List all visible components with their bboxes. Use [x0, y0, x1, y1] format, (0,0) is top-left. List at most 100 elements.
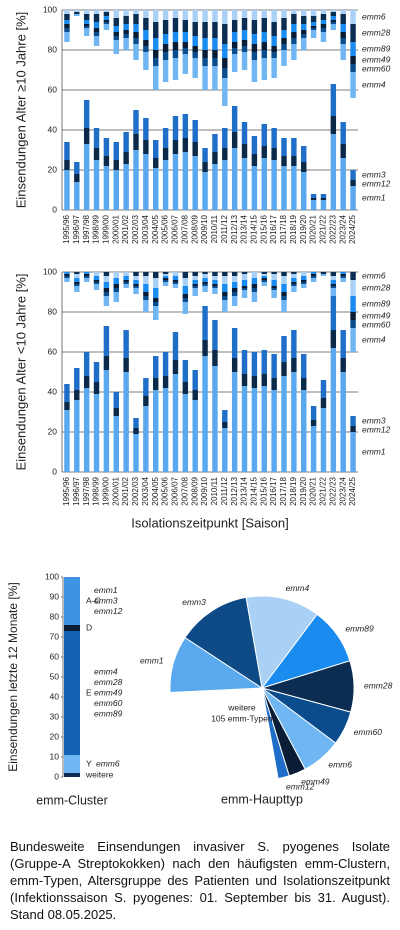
bar-segment — [162, 10, 169, 20]
bar-segment — [291, 274, 297, 278]
bar-segment — [350, 416, 356, 426]
x-tick-label: 2015/16 — [259, 476, 268, 505]
bar-segment — [340, 158, 346, 210]
bar-segment — [310, 198, 317, 200]
bar-segment — [310, 200, 317, 210]
bar-segment — [64, 577, 80, 625]
bar-segment — [212, 152, 218, 164]
x-tick-label: 2008/09 — [190, 476, 199, 505]
bar-segment — [83, 272, 90, 274]
bar-segment — [251, 136, 258, 154]
bar-segment — [271, 148, 277, 160]
bar-segment — [74, 174, 80, 182]
bar-segment — [103, 16, 110, 20]
bar-segment — [202, 278, 208, 282]
x-tick-label: 2024/25 — [348, 476, 357, 505]
bar-segment — [143, 296, 149, 300]
cluster-member: emm60 — [94, 698, 123, 708]
bar-segment — [93, 362, 100, 382]
bar-segment — [222, 24, 228, 44]
bar-segment — [113, 416, 119, 472]
bar-segment — [153, 66, 159, 90]
bar-segment — [281, 166, 287, 210]
bar-segment — [310, 16, 317, 22]
bar-segment — [192, 272, 198, 276]
bar-segment — [212, 284, 218, 286]
bar-segment — [291, 286, 297, 292]
bar-segment — [271, 160, 277, 210]
bar-segment — [202, 38, 208, 50]
bar-segment — [212, 10, 218, 22]
bar-segment — [74, 282, 80, 284]
bar-segment — [143, 300, 149, 312]
y-tick-label: 0 — [54, 771, 59, 781]
bar-segment — [103, 356, 110, 370]
bar-segment — [330, 288, 337, 296]
bar-segment — [281, 44, 287, 50]
bar-segment — [251, 272, 258, 278]
bar-segment — [64, 625, 80, 631]
bar-segment — [202, 272, 208, 274]
bar-segment — [241, 122, 248, 144]
bar-segment — [133, 38, 139, 44]
bar-segment — [320, 408, 327, 472]
bar-segment — [123, 330, 129, 358]
bar-segment — [222, 292, 228, 296]
bar-segment — [271, 10, 277, 22]
bar-segment — [222, 44, 228, 58]
bar-segment — [143, 40, 149, 46]
bar-segment — [212, 134, 218, 152]
bar-segment — [83, 352, 90, 376]
bar-segment — [83, 376, 90, 388]
y-tick-label: 40 — [50, 691, 60, 701]
bar-segment — [162, 34, 169, 44]
bar-segment — [182, 302, 189, 314]
bar-segment — [261, 374, 267, 386]
bar-segment — [172, 280, 179, 282]
bar-segment — [320, 272, 327, 274]
bar-segment — [231, 54, 238, 72]
bar-segment — [162, 272, 169, 274]
bar-segment — [74, 10, 80, 12]
bar-segment — [113, 32, 119, 36]
bar-segment — [192, 284, 198, 286]
bar-segment — [143, 30, 149, 40]
bar-segment — [281, 38, 287, 44]
bar-segment — [74, 400, 80, 472]
bar-segment — [340, 358, 346, 372]
bar-segment — [123, 10, 129, 16]
bar-segment — [123, 132, 129, 152]
bar-segment — [320, 24, 327, 28]
bar-segment — [143, 396, 149, 406]
y-tick-label: 80 — [50, 611, 60, 621]
slice-label: emm60 — [354, 727, 383, 737]
y-tick-label: 70 — [50, 631, 60, 641]
bar-segment — [162, 274, 169, 276]
bar-segment — [291, 358, 297, 372]
bar-segment — [153, 272, 159, 278]
bar-segment — [153, 158, 159, 168]
bar-segment — [310, 10, 317, 16]
bar-segment — [64, 14, 70, 20]
bar-segment — [153, 390, 159, 472]
cluster-member: emm1 — [94, 585, 118, 595]
bar-segment — [153, 298, 159, 302]
x-tick-label: 2014/15 — [250, 214, 259, 243]
bar-segment — [291, 330, 297, 358]
bar-segment — [113, 408, 119, 416]
bar-segment — [212, 66, 218, 90]
bar-segment — [93, 282, 100, 284]
bar-segment — [291, 278, 297, 282]
y-tick-label: 30 — [50, 711, 60, 721]
x-axis-title: Isolationszeitpunkt [Saison] — [131, 515, 289, 530]
bar-segment — [222, 58, 228, 68]
bar-segment — [261, 10, 267, 18]
bar-segment — [301, 354, 307, 378]
bar-segment — [231, 132, 238, 148]
bar-segment — [350, 186, 356, 210]
bar-segment — [74, 284, 80, 286]
slice-label: emm6 — [328, 760, 352, 770]
bar-segment — [301, 10, 307, 16]
x-tick-label: 2014/15 — [250, 476, 259, 505]
y-tick-label: 80 — [48, 306, 58, 316]
